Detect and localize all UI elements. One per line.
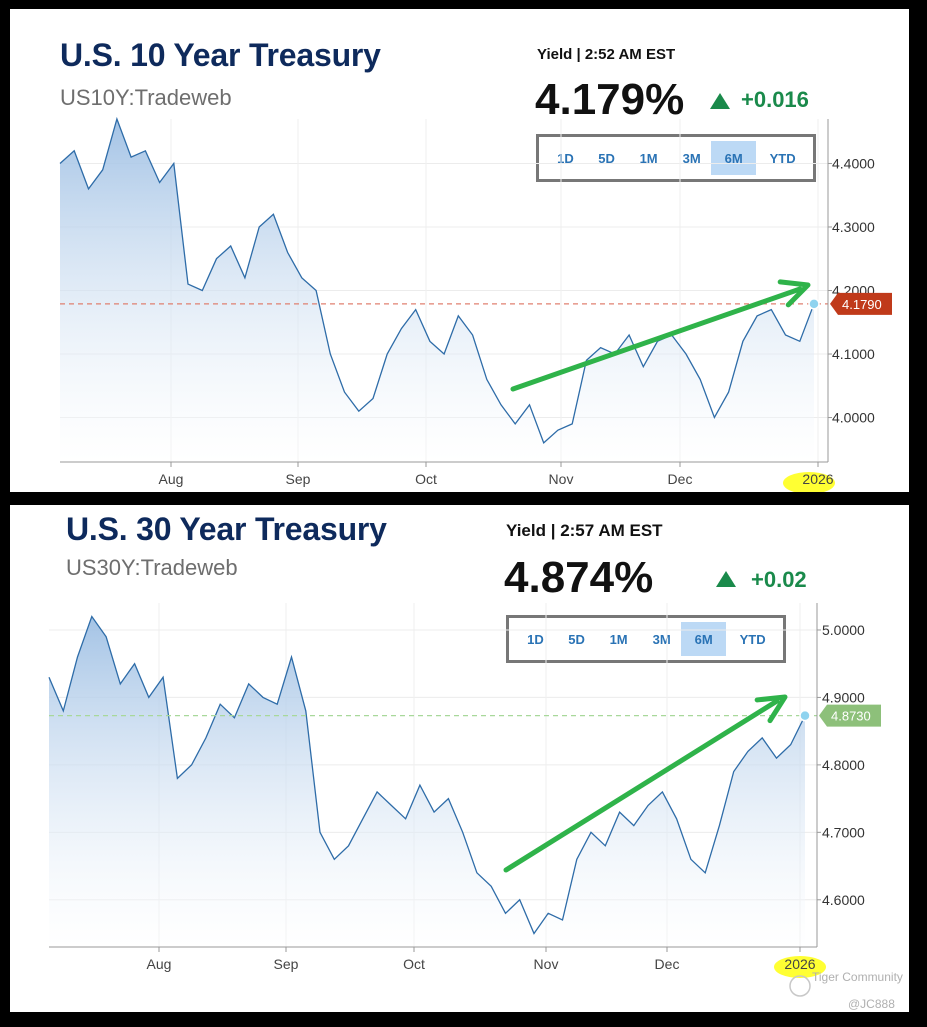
x-tick-label: Aug	[147, 956, 172, 972]
last-point	[799, 709, 811, 722]
range-5d-button[interactable]: 5D	[568, 631, 585, 647]
up-arrow-icon	[710, 93, 730, 109]
watermark-logo	[789, 975, 811, 997]
x-tick-label: Oct	[403, 956, 425, 972]
x-tick-label: Nov	[549, 471, 574, 487]
price-value: 4.874%	[504, 553, 654, 602]
y-tick-label: 4.3000	[832, 219, 875, 235]
range-ytd-button[interactable]: YTD	[769, 150, 796, 166]
x-tick-label: Dec	[655, 956, 680, 972]
range-5d-button[interactable]: 5D	[598, 150, 615, 166]
y-tick-label: 4.8000	[822, 757, 865, 773]
highlight-mark	[783, 472, 835, 492]
trend-arrow	[510, 286, 803, 392]
yield-area	[49, 616, 805, 947]
range-1m-button[interactable]: 1M	[609, 631, 628, 647]
last-value-tag	[830, 292, 892, 315]
range-6m-button[interactable]: 6M	[711, 141, 757, 175]
trend-arrow	[503, 698, 780, 873]
trend-arrow-head	[754, 694, 788, 724]
chart-subtitle: US30Y:Tradeweb	[66, 555, 238, 580]
price-value: 4.179%	[535, 75, 685, 124]
y-tick-label: 4.4000	[832, 155, 875, 171]
last-value-label: 4.8730	[831, 709, 871, 724]
last-value-label: 4.1790	[842, 297, 882, 312]
last-point	[808, 298, 820, 310]
panel-10y: U.S. 10 Year Treasury US10Y:Tradeweb Yie…	[0, 0, 927, 498]
yield-label: Yield | 2:52 AM EST	[537, 46, 676, 63]
panel-30y: U.S. 30 Year Treasury US30Y:Tradeweb Yie…	[0, 498, 927, 1027]
x-tick-label: 2026	[784, 956, 815, 972]
x-tick-label: Sep	[286, 471, 311, 487]
chart-title: U.S. 10 Year Treasury	[60, 37, 381, 73]
x-tick-label: Oct	[415, 471, 437, 487]
highlight-mark	[774, 956, 826, 978]
change-value: +0.016	[741, 87, 809, 112]
up-arrow-icon	[716, 571, 736, 587]
x-tick-label: Dec	[668, 471, 693, 487]
watermark-handle: @JC888	[848, 997, 895, 1011]
yield-area	[60, 119, 814, 462]
y-tick-label: 4.1000	[832, 346, 875, 362]
range-ytd-button[interactable]: YTD	[739, 631, 766, 647]
trend-arrow-head	[777, 279, 811, 308]
chart-subtitle: US10Y:Tradeweb	[60, 85, 232, 110]
chart-card-30y: U.S. 30 Year Treasury US30Y:Tradeweb Yie…	[10, 505, 909, 1012]
y-tick-label: 4.9000	[822, 689, 865, 705]
chart-card-10y: U.S. 10 Year Treasury US10Y:Tradeweb Yie…	[10, 9, 909, 492]
range-6m-button[interactable]: 6M	[681, 622, 727, 656]
y-tick-label: 4.6000	[822, 892, 865, 908]
range-3m-button[interactable]: 3M	[652, 631, 671, 647]
range-selector: 1D 5D 1M 3M 6M YTD	[506, 615, 786, 663]
y-tick-label: 4.0000	[832, 410, 875, 426]
x-tick-label: 2026	[802, 471, 833, 487]
y-tick-label: 4.7000	[822, 824, 865, 840]
yield-line	[59, 116, 815, 445]
yield-line	[48, 615, 806, 935]
range-3m-button[interactable]: 3M	[682, 150, 701, 166]
watermark-text: Tiger Community	[812, 970, 903, 984]
range-selector: 1D 5D 1M 3M 6M YTD	[536, 134, 816, 182]
range-1d-button[interactable]: 1D	[527, 631, 544, 647]
x-tick-label: Aug	[159, 471, 184, 487]
chart-30y: 5.0000 4.9000 4.8000 4.7000 4.6000 Aug Sep Oct N…	[48, 603, 903, 1011]
chart-title: U.S. 30 Year Treasury	[66, 511, 387, 547]
range-1m-button[interactable]: 1M	[639, 150, 658, 166]
x-tick-label: Sep	[274, 956, 299, 972]
last-value-tag	[819, 704, 881, 727]
yield-label: Yield | 2:57 AM EST	[506, 521, 663, 540]
change-value: +0.02	[751, 567, 807, 592]
x-tick-label: Nov	[534, 956, 559, 972]
y-tick-label: 5.0000	[822, 622, 865, 638]
